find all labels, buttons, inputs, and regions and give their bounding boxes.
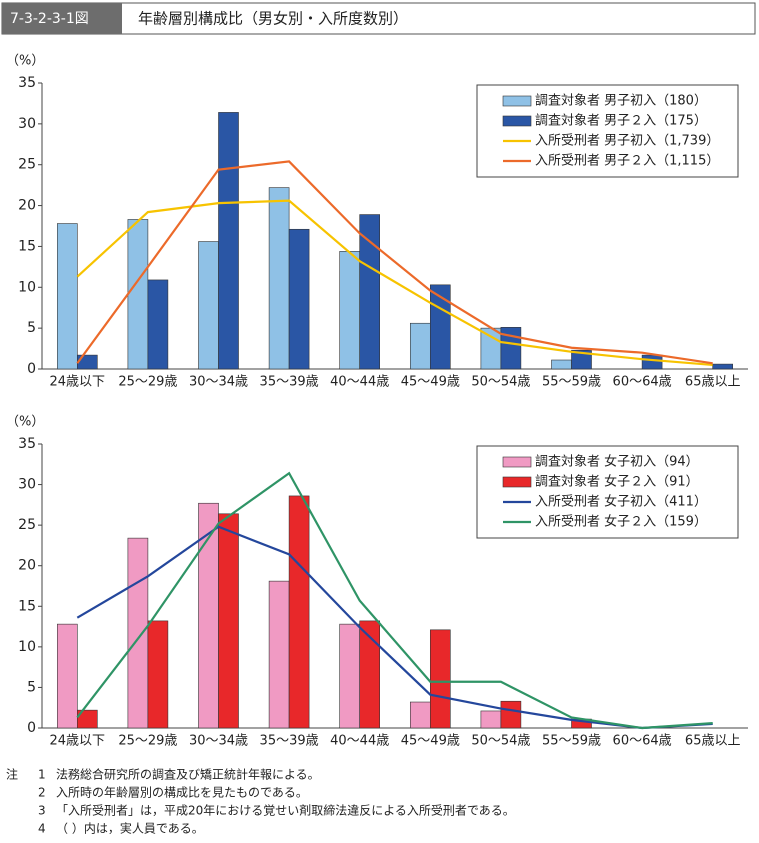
legend-label: 入所受刑者 男子２入（1,115） xyxy=(535,154,719,169)
bar xyxy=(712,363,734,370)
bar xyxy=(127,219,149,370)
y-tick-label: 15 xyxy=(18,598,36,614)
legend-label: 入所受刑者 男子初入（1,739） xyxy=(535,134,719,149)
bar xyxy=(480,710,502,729)
y-axis-label: （%） xyxy=(6,54,44,69)
y-tick-label: 20 xyxy=(18,558,36,574)
x-tick-label: 45～49歳 xyxy=(401,375,460,390)
bar xyxy=(429,629,451,729)
x-tick-label: 25～29歳 xyxy=(118,375,177,390)
x-tick-label: 30～34歳 xyxy=(189,375,248,390)
bar xyxy=(127,537,149,729)
x-tick-label: 65歳以上 xyxy=(685,375,741,390)
line xyxy=(76,160,713,365)
y-tick-label: 30 xyxy=(18,477,36,493)
bar xyxy=(409,701,431,729)
y-tick-label: 5 xyxy=(27,320,36,336)
y-tick-label: 10 xyxy=(18,639,36,655)
x-tick-label: 55～59歳 xyxy=(542,375,601,390)
bar xyxy=(56,223,78,370)
bar xyxy=(409,322,431,370)
legend-label: 調査対象者 女子２入（91） xyxy=(535,474,699,490)
y-tick-label: 20 xyxy=(18,198,36,214)
note-text: 入所時の年齢層別の構成比を見たものである。 xyxy=(56,785,308,800)
x-tick-label: 60～64歳 xyxy=(613,734,672,749)
bar xyxy=(339,623,361,729)
legend-label: 調査対象者 女子初入（94） xyxy=(535,454,699,470)
x-tick-label: 24歳以下 xyxy=(50,734,106,749)
bar xyxy=(359,214,381,370)
bar xyxy=(480,327,502,370)
legend-swatch xyxy=(502,476,532,488)
bar xyxy=(288,228,310,370)
line xyxy=(76,525,713,730)
y-tick-label: 25 xyxy=(18,517,36,533)
note-text: （ ）内は，実人員である。 xyxy=(56,821,204,836)
y-tick-label: 5 xyxy=(27,679,36,695)
bar xyxy=(268,187,290,370)
y-tick-label: 15 xyxy=(18,238,36,254)
note-text: 法務総合研究所の調査及び矯正統計年報による。 xyxy=(56,767,320,782)
y-tick-label: 10 xyxy=(18,279,36,295)
note-number: 1 xyxy=(38,768,46,782)
x-tick-label: 50～54歳 xyxy=(471,375,530,390)
legend-label: 調査対象者 男子初入（180） xyxy=(535,94,707,109)
y-tick-label: 25 xyxy=(18,157,36,173)
bar xyxy=(77,354,98,370)
x-tick-label: 65歳以上 xyxy=(685,734,741,749)
y-tick-label: 30 xyxy=(18,116,36,132)
bar xyxy=(147,279,169,370)
bar xyxy=(500,700,522,729)
y-tick-label: 35 xyxy=(18,436,36,452)
note-number: 2 xyxy=(38,786,46,800)
legend-swatch xyxy=(502,95,532,107)
y-axis-label: （%） xyxy=(6,415,44,430)
note-text: 「入所受刑者」は，平成20年における覚せい剤取締法違反による入所受刑者である。 xyxy=(56,803,515,818)
x-tick-label: 45～49歳 xyxy=(401,734,460,749)
y-tick-label: 35 xyxy=(18,75,36,91)
y-tick-label: 0 xyxy=(27,720,36,736)
bar xyxy=(77,709,98,729)
bar xyxy=(339,251,361,370)
bar xyxy=(56,623,78,729)
x-tick-label: 35～39歳 xyxy=(260,375,319,390)
legend-label: 入所受刑者 女子初入（411） xyxy=(535,494,707,510)
bar xyxy=(147,620,169,729)
x-tick-label: 40～44歳 xyxy=(330,734,389,749)
x-tick-label: 60～64歳 xyxy=(613,375,672,390)
bar xyxy=(218,112,239,370)
x-tick-label: 40～44歳 xyxy=(330,375,389,390)
bar xyxy=(268,580,290,729)
notes-label: 注 xyxy=(6,767,18,782)
bar xyxy=(218,513,239,729)
bar xyxy=(288,495,310,729)
figure-title: 年齢層別構成比（男女別・入所度数別） xyxy=(138,10,408,28)
x-tick-label: 55～59歳 xyxy=(542,734,601,749)
bar xyxy=(551,359,572,370)
header-number-box xyxy=(2,3,122,34)
bar xyxy=(641,354,663,370)
bar xyxy=(198,241,219,370)
legend-label: 調査対象者 男子２入（175） xyxy=(535,114,707,129)
x-tick-label: 50～54歳 xyxy=(471,734,530,749)
x-tick-label: 25～29歳 xyxy=(118,734,177,749)
legend-swatch xyxy=(502,115,532,127)
x-tick-label: 24歳以下 xyxy=(50,375,106,390)
y-tick-label: 0 xyxy=(27,361,36,377)
line xyxy=(76,471,713,730)
legend-swatch xyxy=(502,456,532,468)
note-number: 3 xyxy=(38,804,46,818)
legend-label: 入所受刑者 女子２入（159） xyxy=(535,514,707,530)
line xyxy=(76,199,713,367)
bar xyxy=(359,620,381,729)
bar xyxy=(571,349,592,370)
figure-number: 7-3-2-3-1図 xyxy=(10,11,89,27)
note-number: 4 xyxy=(38,822,46,836)
x-tick-label: 30～34歳 xyxy=(189,734,248,749)
x-tick-label: 35～39歳 xyxy=(260,734,319,749)
